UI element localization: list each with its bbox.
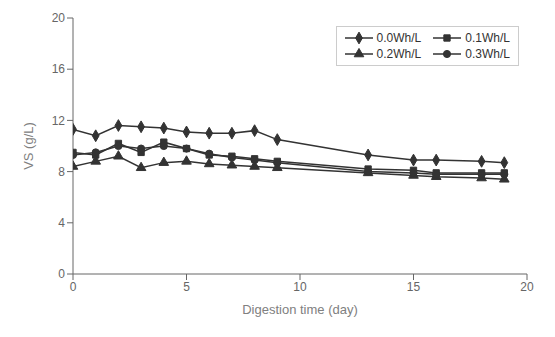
html-text:0.3Wh/L: 0.3Wh/L bbox=[465, 47, 510, 61]
svg-text:12: 12 bbox=[52, 114, 66, 128]
svg-text:4: 4 bbox=[58, 216, 65, 230]
svg-text:10: 10 bbox=[293, 280, 307, 294]
svg-text:20: 20 bbox=[52, 11, 66, 25]
svg-text:16: 16 bbox=[52, 62, 66, 76]
svg-text:0: 0 bbox=[58, 267, 65, 281]
svg-text:VS (g/L): VS (g/L) bbox=[21, 122, 36, 170]
html-text:0.0Wh/L: 0.0Wh/L bbox=[376, 31, 422, 45]
svg-text:20: 20 bbox=[520, 280, 534, 294]
svg-text:8: 8 bbox=[58, 165, 65, 179]
svg-text:Digestion time (day): Digestion time (day) bbox=[242, 302, 358, 317]
svg-text:15: 15 bbox=[407, 280, 421, 294]
html-text:0.2Wh/L: 0.2Wh/L bbox=[376, 47, 422, 61]
html-text:0.1Wh/L: 0.1Wh/L bbox=[465, 31, 510, 45]
svg-text:5: 5 bbox=[183, 280, 190, 294]
svg-text:0: 0 bbox=[70, 280, 77, 294]
